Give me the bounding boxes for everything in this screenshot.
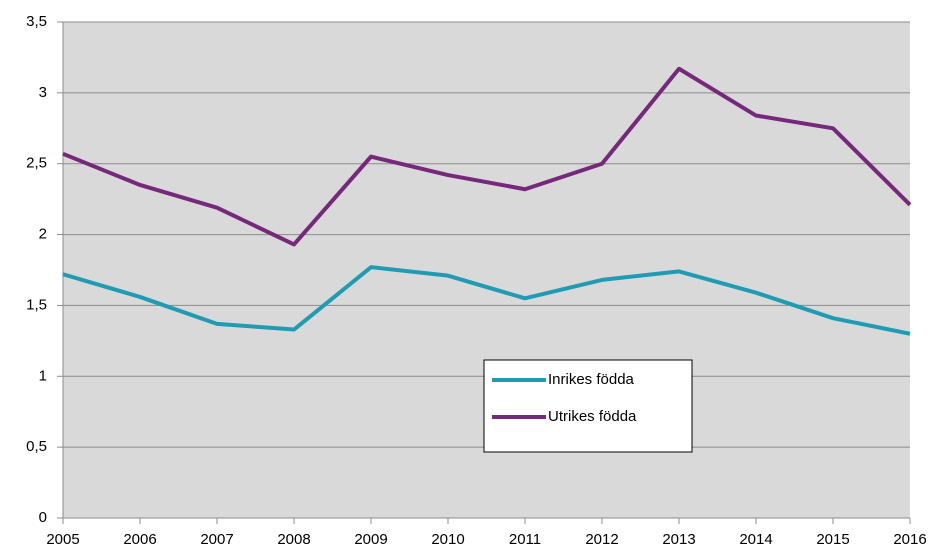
x-tick-label: 2011 [509,531,541,548]
y-tick-label: 2,5 [26,155,47,172]
x-tick-label: 2009 [354,531,387,548]
legend-label: Utrikes födda [548,408,637,425]
y-tick-label: 3 [39,84,47,101]
x-tick-label: 2006 [123,531,156,548]
x-tick-label: 2016 [893,531,926,548]
x-tick-label: 2014 [739,531,772,548]
x-tick-label: 2005 [46,531,79,548]
x-tick-label: 2013 [662,531,695,548]
y-tick-label: 3,5 [26,13,47,30]
y-tick-label: 2 [39,226,47,243]
x-tick-label: 2012 [585,531,618,548]
y-tick-label: 0,5 [26,438,47,455]
x-tick-label: 2007 [200,531,233,548]
line-series [62,66,912,247]
x-tick-label: 2010 [431,531,464,548]
legend-box [483,359,693,453]
y-tick-label: 1,5 [26,296,47,313]
x-tick-label: 2015 [816,531,849,548]
legend-label: Inrikes födda [548,371,635,388]
y-tick-label: 1 [39,367,47,384]
x-tick-label: 2008 [277,531,310,548]
line-series [62,265,911,336]
y-tick-label: 0 [39,509,47,526]
